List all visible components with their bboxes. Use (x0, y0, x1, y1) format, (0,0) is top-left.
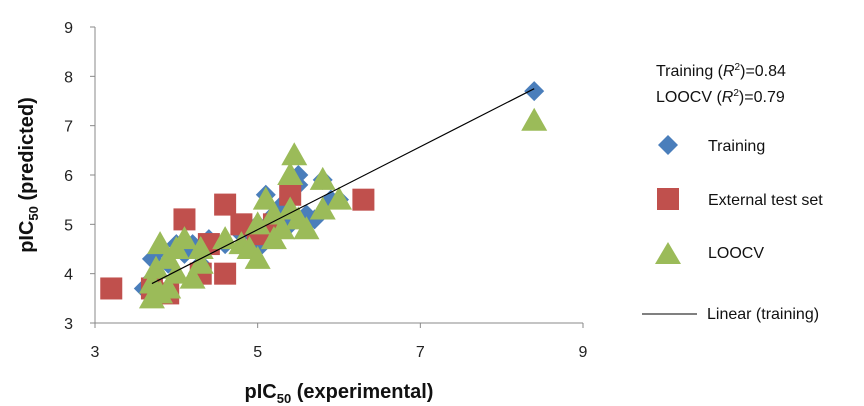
x-tick-label: 7 (416, 344, 425, 361)
loocv-point (187, 236, 214, 259)
y-tick-label: 4 (64, 267, 73, 284)
x-axis-title: pIC50 (experimental) (245, 381, 434, 406)
external-test-point (352, 188, 375, 211)
legend-item-training: Training (658, 135, 765, 155)
loocv-point (244, 245, 271, 269)
x-tick-label: 9 (579, 344, 588, 361)
legend-item-linear-training: Linear (training) (642, 306, 819, 323)
y-tick-label: 8 (64, 69, 73, 86)
training-r2-label: Training (R2)=0.84 (656, 62, 786, 80)
loocv-point (269, 216, 296, 240)
y-tick-label: 9 (64, 20, 73, 37)
loocv-point (187, 250, 214, 274)
legend-diamond-marker (658, 135, 678, 155)
loocv-point (309, 166, 336, 190)
loocv-point (521, 107, 548, 131)
external-test-point (214, 262, 237, 285)
loocv-point (155, 275, 182, 299)
legend-label-linear-training: Linear (training) (707, 306, 819, 323)
y-tick-label: 7 (64, 119, 73, 136)
y-tick-label: 3 (64, 316, 73, 333)
loocv-r2-label: LOOCV (R2)=0.79 (656, 88, 785, 106)
loocv-point (171, 226, 198, 250)
legend-item-loocv: LOOCV (655, 242, 764, 264)
stats-annotation: Training (R2)=0.84 LOOCV (R2)=0.79 (656, 62, 786, 106)
loocv-point (147, 231, 174, 255)
external-test-point (173, 208, 196, 231)
trendline (151, 88, 535, 285)
ticks: 3 5 7 9 3 4 5 6 7 8 9 (64, 20, 587, 361)
x-tick-label: 5 (253, 344, 262, 361)
loocv-point (309, 196, 336, 220)
loocv-point (252, 186, 279, 210)
loocv-point (293, 216, 320, 240)
training-point (524, 81, 545, 102)
external-test-point (214, 193, 237, 216)
plot-area (100, 81, 548, 309)
loocv-point (281, 142, 308, 166)
loocv-point (244, 211, 271, 235)
y-tick-label: 6 (64, 168, 73, 185)
legend-label-training: Training (708, 138, 765, 155)
legend: Training External test set LOOCV Linear … (642, 135, 823, 323)
loocv-point (163, 260, 190, 284)
y-axis-title: pIC50 (predicted) (16, 97, 41, 253)
external-test-point (279, 183, 302, 206)
loocv-point (277, 162, 304, 185)
legend-label-external-test-set: External test set (708, 192, 823, 209)
legend-triangle-marker (655, 242, 681, 264)
loocv-point (326, 186, 352, 210)
x-tick-label: 3 (91, 344, 100, 361)
legend-item-external-test-set: External test set (657, 188, 823, 210)
loocv-point (143, 255, 169, 279)
legend-label-loocv: LOOCV (708, 245, 764, 262)
y-tick-label: 5 (64, 217, 73, 234)
external-test-point (100, 277, 123, 300)
loocv-point (179, 265, 206, 289)
legend-square-marker (657, 188, 679, 210)
